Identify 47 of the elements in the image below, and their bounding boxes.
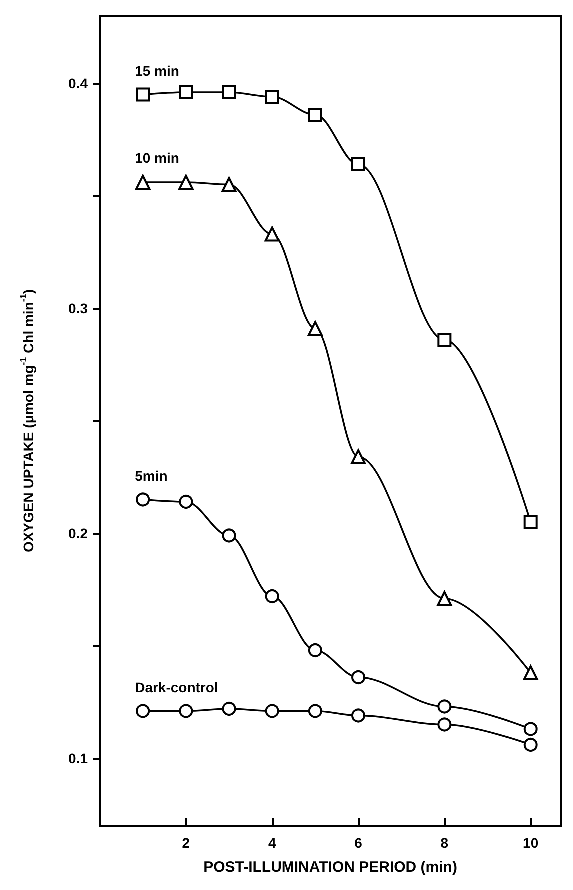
y-axis-title: OXYGEN UPTAKE (μmol mg-1 Chl min-1) [18,289,36,553]
y-tick-label: 0.4 [68,76,88,92]
point [265,90,280,104]
x-tick-label: 8 [440,835,449,851]
point [308,644,322,658]
point [524,722,538,736]
point [265,704,280,718]
point [178,175,194,190]
point [437,591,452,606]
point [264,226,280,242]
point [308,108,322,122]
x-tick-label: 2 [182,835,190,851]
point [438,333,452,347]
x-tick-label: 10 [523,835,539,851]
point [523,666,538,680]
x-axis-title: POST-ILLUMINATION PERIOD (min) [204,859,458,876]
series-label: 10 min [135,150,180,166]
point [136,88,150,102]
series-label: 5min [135,468,168,484]
point [222,528,236,543]
point [352,158,366,172]
point [179,86,194,100]
point [352,708,366,723]
point [136,492,150,507]
y-tick-label: 0.2 [68,526,88,542]
point [351,450,366,464]
point [136,704,150,718]
point [438,700,452,714]
x-tick-label: 4 [268,835,276,851]
series-label: Dark-control [135,679,218,696]
point [222,177,237,192]
point [308,321,323,336]
point [438,718,452,732]
point [524,738,538,752]
point [179,704,194,718]
point [524,515,538,530]
series-label: 15 min [135,62,180,79]
x-tick-label: 6 [354,835,363,851]
y-tick-label: 0.3 [68,300,88,316]
y-tick-label: 0.1 [68,750,88,766]
point [265,590,280,604]
point [136,175,151,190]
point [308,704,322,718]
point [352,670,366,684]
point [179,495,194,509]
point [222,702,236,716]
point [222,86,236,100]
